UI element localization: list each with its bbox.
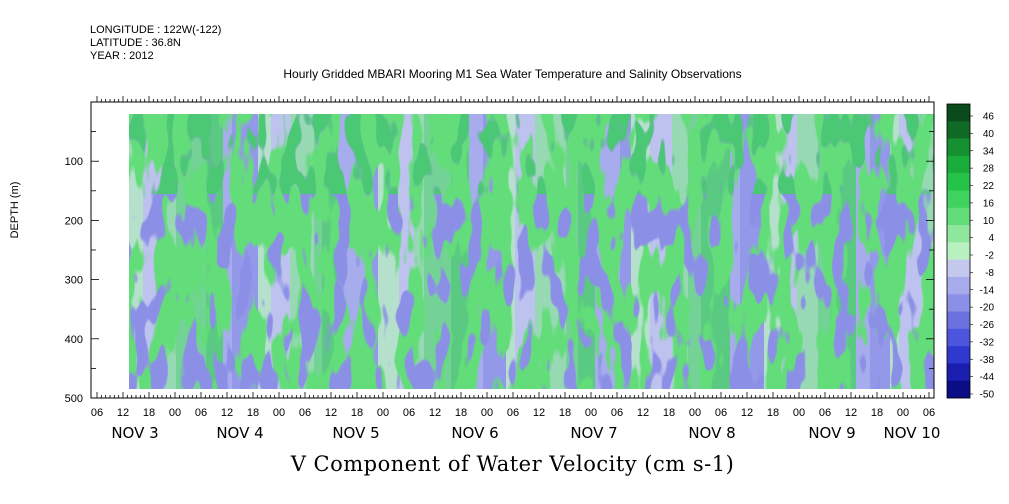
- x-tick-label: 12: [221, 407, 233, 419]
- colorbar-label: -2: [985, 251, 994, 262]
- x-tick-label: 06: [507, 407, 519, 419]
- colorbar-label: -32: [980, 337, 995, 348]
- y-tick-label: 100: [65, 156, 83, 168]
- colorbar-swatch: [947, 328, 970, 347]
- x-tick-label: 06: [299, 407, 311, 419]
- colorbar-swatch: [947, 104, 970, 122]
- colorbar-swatch: [947, 276, 970, 295]
- x-tick-label: 12: [533, 407, 545, 419]
- colorbar-label: -26: [980, 320, 995, 331]
- colorbar-label: -44: [980, 372, 995, 383]
- colorbar-label: -8: [985, 268, 994, 279]
- x-tick-label: 12: [637, 407, 649, 419]
- colorbar-swatch: [947, 380, 970, 399]
- y-tick-label: 400: [65, 334, 83, 346]
- colorbar-swatch: [947, 294, 970, 312]
- x-tick-label: 06: [819, 407, 831, 419]
- chart-title: Hourly Gridded MBARI Mooring M1 Sea Wate…: [283, 67, 742, 81]
- heatmap-surface-patches: [129, 114, 934, 194]
- colorbar-swatch: [947, 363, 970, 382]
- x-tick-label: 00: [273, 407, 285, 419]
- x-tick-label: 12: [117, 407, 129, 419]
- x-tick-label: 00: [481, 407, 493, 419]
- colorbar-label: -14: [980, 285, 995, 296]
- x-tick-label: 06: [91, 407, 103, 419]
- x-tick-label: 00: [169, 407, 181, 419]
- x-tick-label: 12: [325, 407, 337, 419]
- colorbar: 46 40 34 28 22 16 10 4 -2 -8 -14 -20 -26 -32 -38 -44 -50: [946, 103, 995, 401]
- colorbar-swatch: [947, 259, 970, 278]
- colorbar-swatch: [947, 346, 970, 364]
- x-axis: 06 12 18 00 06 12 18 00 06 12 18 00 06 12 18 00 06 12 18 00…: [91, 96, 941, 442]
- latitude-text: LATITUDE : 36.8N: [90, 37, 181, 49]
- colorbar-swatch: [947, 155, 970, 174]
- colorbar-label: 16: [983, 198, 995, 209]
- y-tick-label: 500: [65, 393, 83, 405]
- colorbar-label: 28: [983, 164, 995, 175]
- colorbar-label: 10: [983, 216, 995, 227]
- heatmap-layers: [129, 114, 934, 389]
- x-day-label: NOV 8: [688, 424, 735, 442]
- x-tick-label: 00: [689, 407, 701, 419]
- colorbar-label: -38: [980, 355, 995, 366]
- x-tick-label: 18: [351, 407, 363, 419]
- x-day-label: NOV 5: [332, 424, 379, 442]
- x-tick-label: 18: [455, 407, 467, 419]
- colorbar-label: 34: [983, 146, 995, 157]
- metadata-block: LONGITUDE : 122W(-122) LATITUDE : 36.8N …: [90, 24, 221, 63]
- colorbar-label: 46: [983, 112, 995, 123]
- y-tick-label: 200: [65, 215, 83, 227]
- colorbar-swatch: [947, 173, 970, 191]
- x-day-label: NOV 7: [570, 424, 617, 442]
- longitude-text: LONGITUDE : 122W(-122): [90, 24, 222, 36]
- colorbar-swatch: [947, 225, 970, 243]
- x-tick-label: 00: [377, 407, 389, 419]
- heatmap-field: [129, 114, 934, 389]
- x-tick-label: 00: [897, 407, 909, 419]
- x-tick-label: 06: [923, 407, 935, 419]
- x-tick-label: 18: [143, 407, 155, 419]
- colorbar-swatch: [947, 207, 970, 226]
- colorbar-swatch: [947, 242, 970, 260]
- colorbar-border: [946, 103, 971, 399]
- variable-label: V Component of Water Velocity (cm s-1): [290, 452, 735, 476]
- x-tick-label: 06: [403, 407, 415, 419]
- colorbar-label: 40: [983, 129, 995, 140]
- x-tick-label: 06: [195, 407, 207, 419]
- colorbar-swatch: [947, 138, 970, 157]
- x-day-label: NOV 10: [884, 424, 941, 442]
- colorbar-label: -50: [980, 390, 995, 401]
- x-tick-label: 00: [585, 407, 597, 419]
- x-tick-label: 12: [741, 407, 753, 419]
- colorbar-label: 4: [988, 233, 994, 244]
- y-tick-label: 300: [65, 275, 83, 287]
- x-day-label: NOV 6: [451, 424, 498, 442]
- x-tick-label: 06: [611, 407, 623, 419]
- x-tick-label: 06: [715, 407, 727, 419]
- y-axis: 100 200 300 400 500: [65, 101, 934, 405]
- x-tick-label: 18: [767, 407, 779, 419]
- colorbar-swatch: [947, 121, 970, 139]
- x-day-label: NOV 4: [216, 424, 263, 442]
- x-tick-label: 18: [663, 407, 675, 419]
- x-tick-label: 18: [559, 407, 571, 419]
- x-tick-label: 18: [871, 407, 883, 419]
- colorbar-swatch: [947, 311, 970, 330]
- x-tick-label: 12: [845, 407, 857, 419]
- colorbar-label: -20: [980, 303, 995, 314]
- x-day-label: NOV 9: [808, 424, 855, 442]
- x-tick-label: 18: [247, 407, 259, 419]
- colorbar-label: 22: [983, 181, 995, 192]
- year-text: YEAR : 2012: [90, 50, 154, 62]
- x-day-label: NOV 3: [111, 424, 158, 442]
- x-tick-label: 12: [429, 407, 441, 419]
- colorbar-swatch: [947, 190, 970, 209]
- x-tick-label: 00: [793, 407, 805, 419]
